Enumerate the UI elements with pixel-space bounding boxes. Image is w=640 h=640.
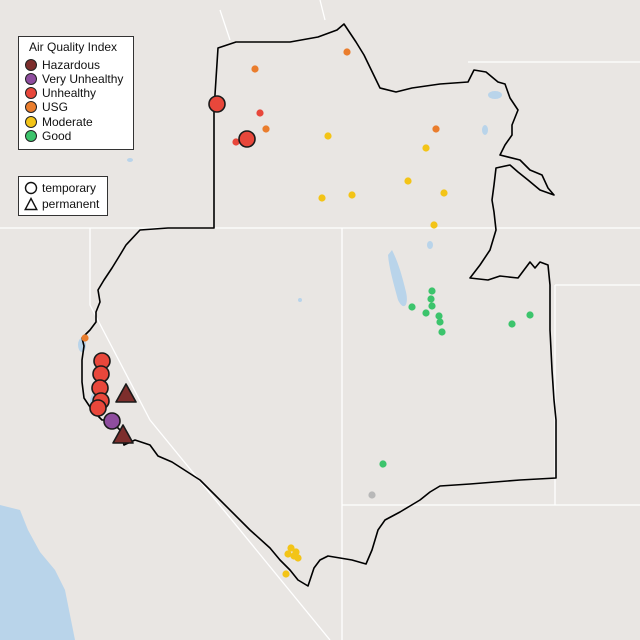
- temporary-monitor-marker[interactable]: [89, 399, 107, 417]
- monitor-point[interactable]: [526, 311, 534, 319]
- temporary-monitor-marker[interactable]: [103, 412, 121, 430]
- permanent-monitor-marker[interactable]: [112, 424, 134, 444]
- monitor-point-nodata[interactable]: [368, 491, 376, 499]
- circle-marker-icon: [24, 181, 38, 195]
- monitor-point[interactable]: [251, 65, 259, 73]
- monitor-point[interactable]: [343, 48, 351, 56]
- monitor-point[interactable]: [428, 302, 436, 310]
- region-boundary: [81, 23, 557, 587]
- monitor-point[interactable]: [428, 287, 436, 295]
- monitor-point[interactable]: [348, 191, 356, 199]
- legend-swatch-unhealthy: [25, 87, 37, 99]
- legend-swatch-good: [25, 130, 37, 142]
- monitor-point[interactable]: [284, 550, 292, 558]
- monitor-point[interactable]: [232, 138, 240, 146]
- aqi-legend: Air Quality Index Hazardous Very Unhealt…: [18, 36, 134, 150]
- monitor-point[interactable]: [81, 334, 89, 342]
- monitor-point[interactable]: [436, 318, 444, 326]
- monitor-point[interactable]: [427, 295, 435, 303]
- permanent-monitor-marker[interactable]: [115, 383, 137, 403]
- monitor-point[interactable]: [287, 544, 295, 552]
- monitor-point[interactable]: [408, 303, 416, 311]
- monitor-point[interactable]: [422, 309, 430, 317]
- legend-swatch-usg: [25, 101, 37, 113]
- monitor-point[interactable]: [324, 132, 332, 140]
- ocean: [0, 505, 75, 640]
- monitor-point[interactable]: [508, 320, 516, 328]
- monitor-point[interactable]: [435, 312, 443, 320]
- monitor-point[interactable]: [438, 328, 446, 336]
- monitor-point[interactable]: [430, 221, 438, 229]
- legend-swatch-very-unhealthy: [25, 73, 37, 85]
- triangle-marker-icon: [24, 197, 38, 211]
- monitor-point[interactable]: [404, 177, 412, 185]
- small-monitor-points: [81, 48, 534, 578]
- large-monitor-markers: [89, 95, 256, 444]
- monitor-point[interactable]: [422, 144, 430, 152]
- monitor-point[interactable]: [256, 109, 264, 117]
- monitor-point[interactable]: [432, 125, 440, 133]
- monitor-type-legend: temporary permanent: [18, 176, 108, 216]
- monitor-point[interactable]: [262, 125, 270, 133]
- legend-swatch-moderate: [25, 116, 37, 128]
- temporary-monitor-marker[interactable]: [208, 95, 226, 113]
- monitor-point[interactable]: [318, 194, 326, 202]
- temporary-monitor-marker[interactable]: [238, 130, 256, 148]
- monitor-point[interactable]: [290, 552, 298, 560]
- monitor-point[interactable]: [282, 570, 290, 578]
- legend-swatch-hazardous: [25, 59, 37, 71]
- aqi-legend-title: Air Quality Index: [29, 40, 118, 54]
- monitor-point[interactable]: [379, 460, 387, 468]
- monitor-point[interactable]: [440, 189, 448, 197]
